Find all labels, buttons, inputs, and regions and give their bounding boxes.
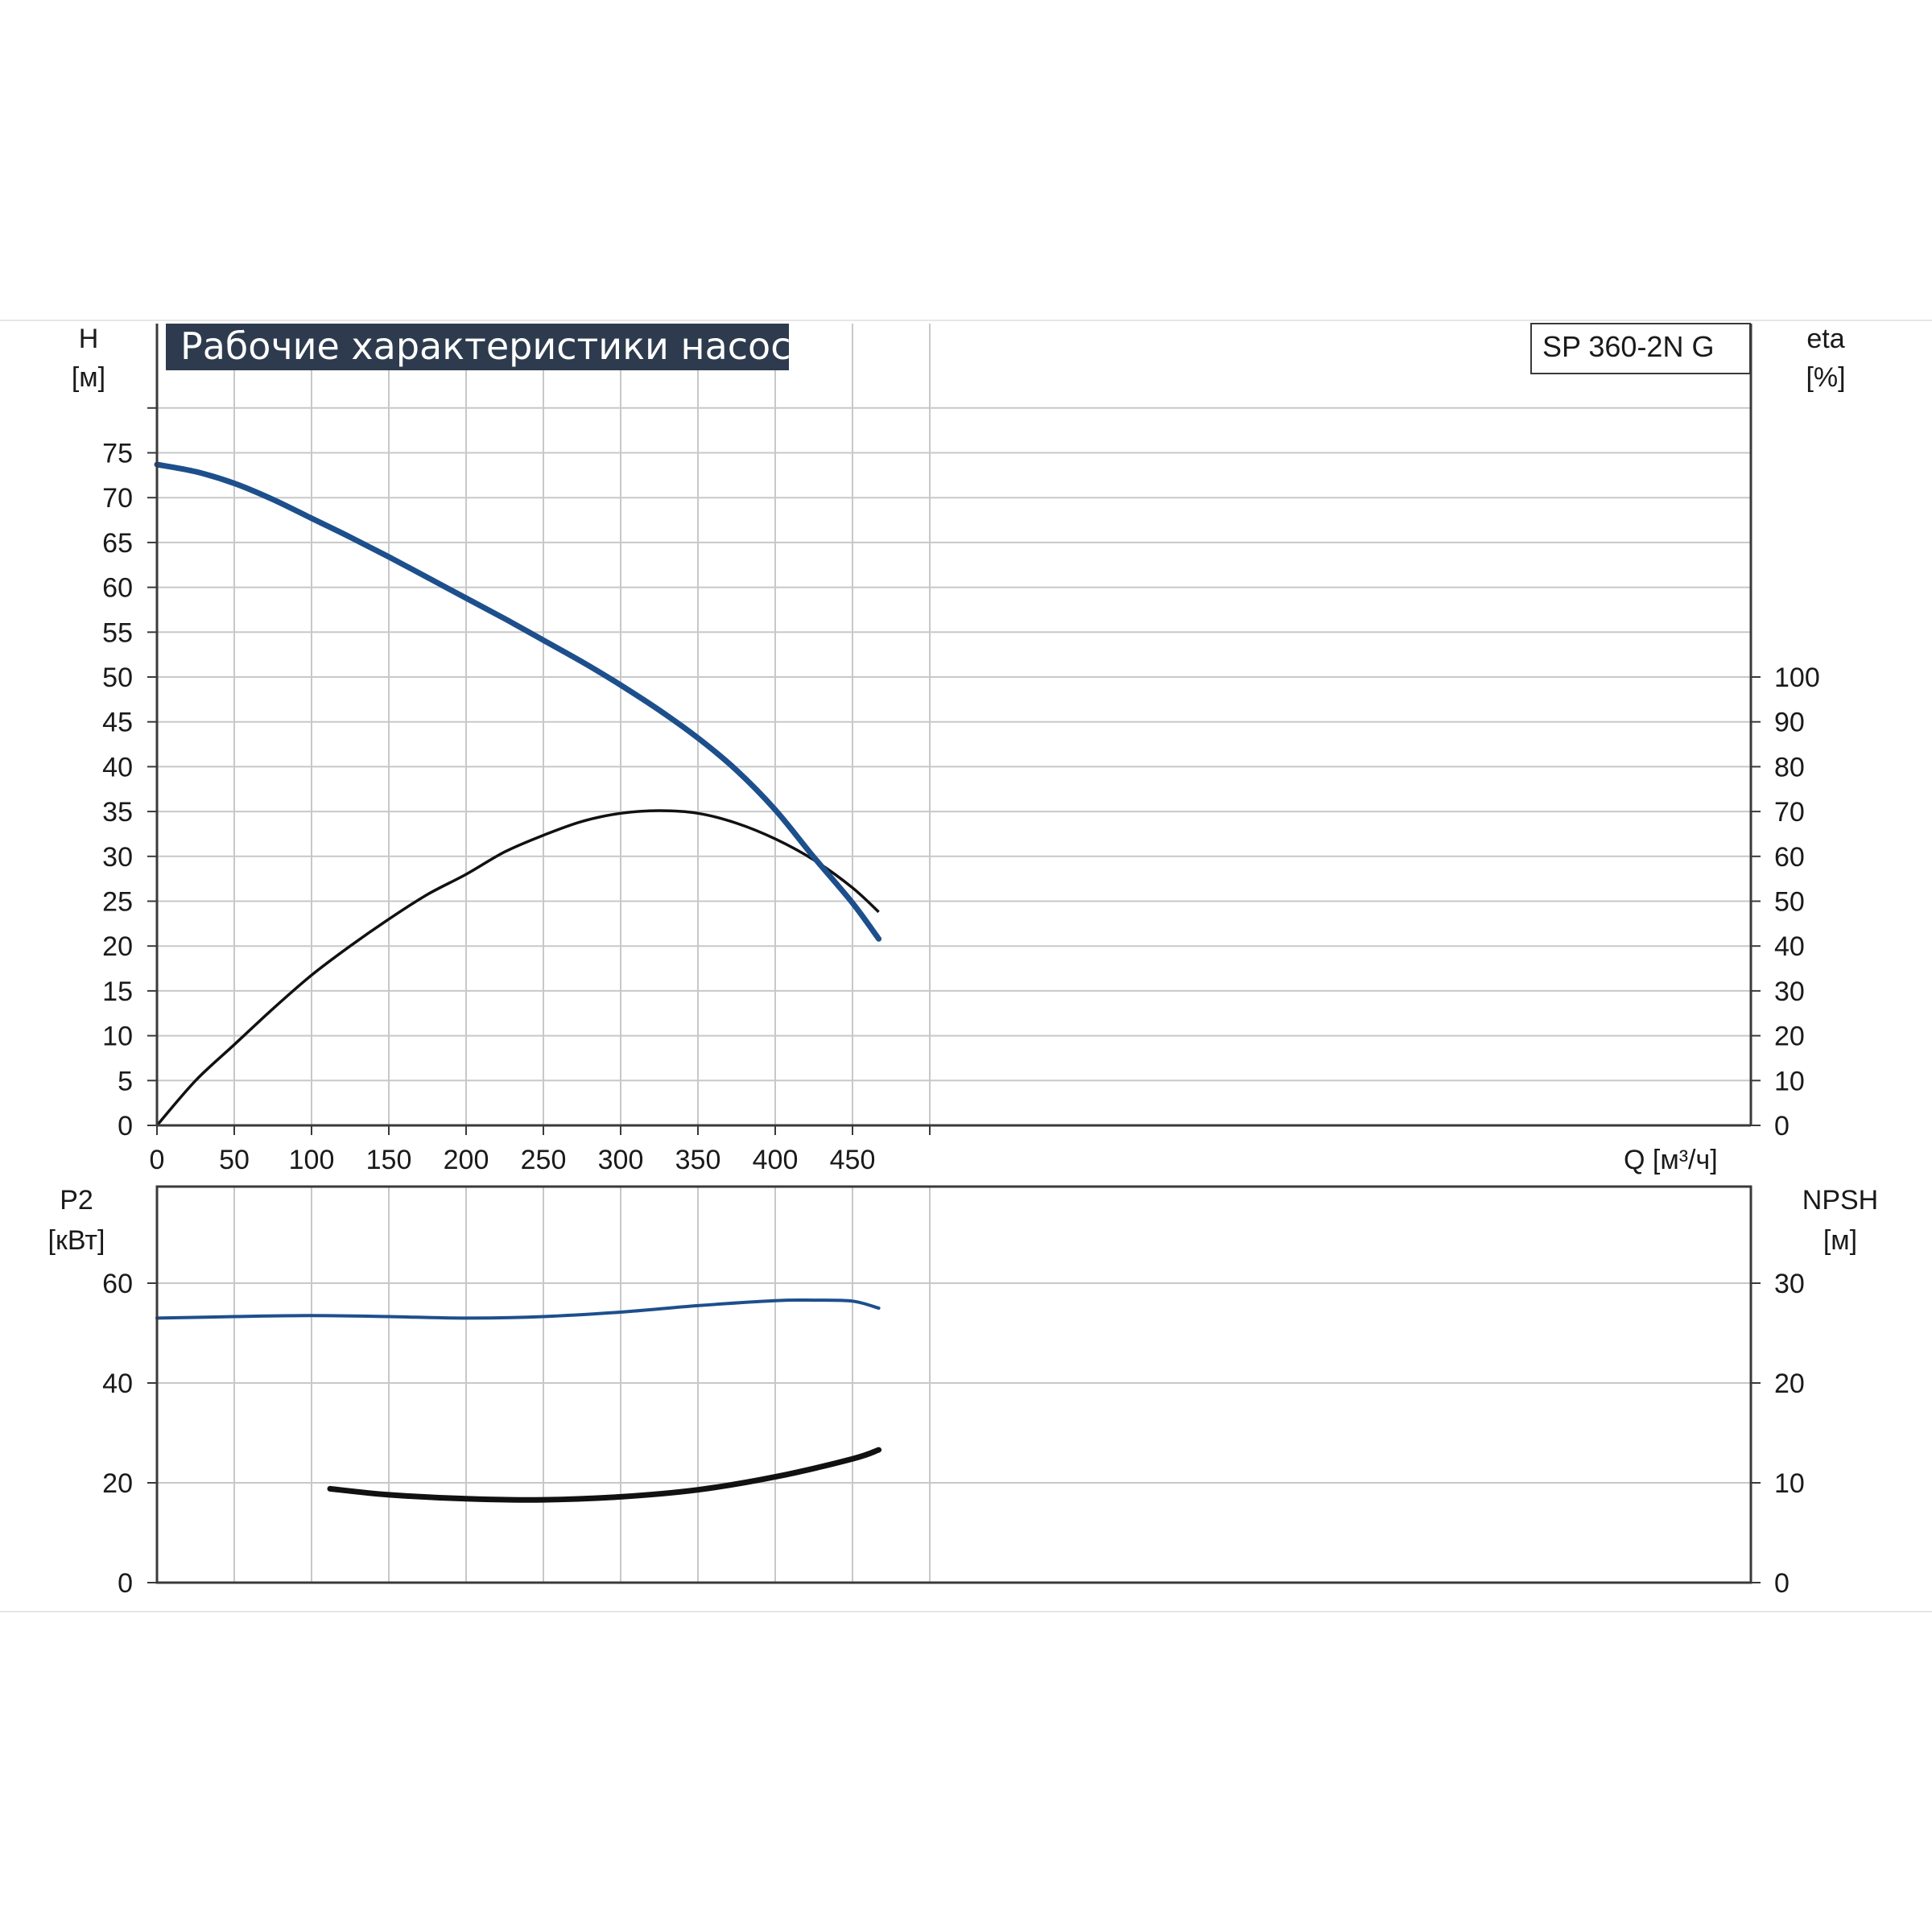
y-tick-label: 35 [102, 797, 133, 828]
npsh-tick-label: 20 [1774, 1368, 1805, 1399]
y-tick-label: 70 [102, 483, 133, 514]
y2-tick-label: 60 [1774, 842, 1805, 873]
p2-tick-label: 20 [102, 1468, 133, 1499]
y-axis-label-unit: [м] [72, 362, 105, 393]
x-tick-label: 150 [366, 1145, 412, 1175]
y2-tick-label: 80 [1774, 752, 1805, 782]
p2-tick-label: 40 [102, 1368, 133, 1399]
power-curve [155, 1298, 881, 1320]
y-axis-label-name: H [79, 324, 99, 354]
head-curve [154, 461, 882, 942]
y2-tick-label: 0 [1774, 1111, 1790, 1141]
model-label: SP 360-2N G [1542, 330, 1714, 363]
model-label-box [1530, 323, 1751, 374]
efficiency-curve [155, 809, 880, 1127]
y-tick-label: 75 [102, 439, 133, 469]
title-box [166, 324, 789, 370]
y-tick-label: 25 [102, 887, 133, 918]
y2-tick-label: 10 [1774, 1066, 1805, 1096]
npsh-tick-label: 30 [1774, 1269, 1805, 1299]
lower-plot-frame [155, 1185, 1752, 1584]
x-tick-label: 450 [830, 1145, 876, 1175]
npsh-axis-label-name: NPSH [1802, 1185, 1878, 1216]
y2-tick-label: 20 [1774, 1022, 1805, 1052]
curves [154, 461, 882, 1503]
x-tick-label: 100 [289, 1145, 335, 1175]
y2-tick-label: 100 [1774, 663, 1820, 693]
grid [157, 324, 1751, 1583]
x-tick-label: 0 [150, 1145, 165, 1175]
y-tick-label: 15 [102, 976, 133, 1007]
npsh-axis-label-unit: [м] [1823, 1225, 1857, 1256]
y2-axis-label-unit: [%] [1806, 362, 1845, 393]
tick-labels: 0 50 100 150 200 250 300 350 400 4500510152025303… [102, 439, 1820, 1600]
p2-tick-label: 60 [102, 1269, 133, 1299]
x-tick-label: 350 [675, 1145, 721, 1175]
y-tick-label: 10 [102, 1022, 133, 1052]
y2-tick-label: 30 [1774, 976, 1805, 1007]
npsh-curve [327, 1447, 882, 1503]
x-tick-label: 400 [753, 1145, 799, 1175]
y-tick-label: 55 [102, 617, 133, 648]
y-tick-label: 0 [118, 1111, 133, 1141]
y-tick-label: 30 [102, 842, 133, 873]
x-tick-label: 300 [598, 1145, 644, 1175]
npsh-tick-label: 10 [1774, 1468, 1805, 1499]
separator-lines [0, 320, 1932, 1612]
y-tick-label: 50 [102, 663, 133, 693]
y2-tick-label: 40 [1774, 931, 1805, 962]
y2-tick-label: 90 [1774, 708, 1805, 738]
y-tick-label: 45 [102, 708, 133, 738]
p2-tick-label: 0 [118, 1568, 133, 1599]
x-tick-label: 250 [521, 1145, 567, 1175]
npsh-tick-label: 0 [1774, 1568, 1790, 1599]
y2-tick-label: 70 [1774, 797, 1805, 828]
y-tick-label: 60 [102, 573, 133, 604]
x-tick-label: 50 [219, 1145, 250, 1175]
p2-axis-label-name: P2 [60, 1185, 93, 1216]
y-tick-label: 20 [102, 931, 133, 962]
y2-tick-label: 50 [1774, 887, 1805, 918]
x-tick-label: 200 [444, 1145, 489, 1175]
p2-axis-label-unit: [кВт] [48, 1225, 105, 1256]
y-tick-label: 65 [102, 528, 133, 559]
y-tick-label: 5 [118, 1066, 133, 1096]
chart-title: Рабочие характеристики насоса [180, 324, 814, 368]
x-axis-label: Q [м³/ч] [1624, 1145, 1718, 1175]
y-tick-label: 40 [102, 752, 133, 782]
y2-axis-label-name: eta [1806, 324, 1844, 354]
frames [147, 324, 1761, 1584]
